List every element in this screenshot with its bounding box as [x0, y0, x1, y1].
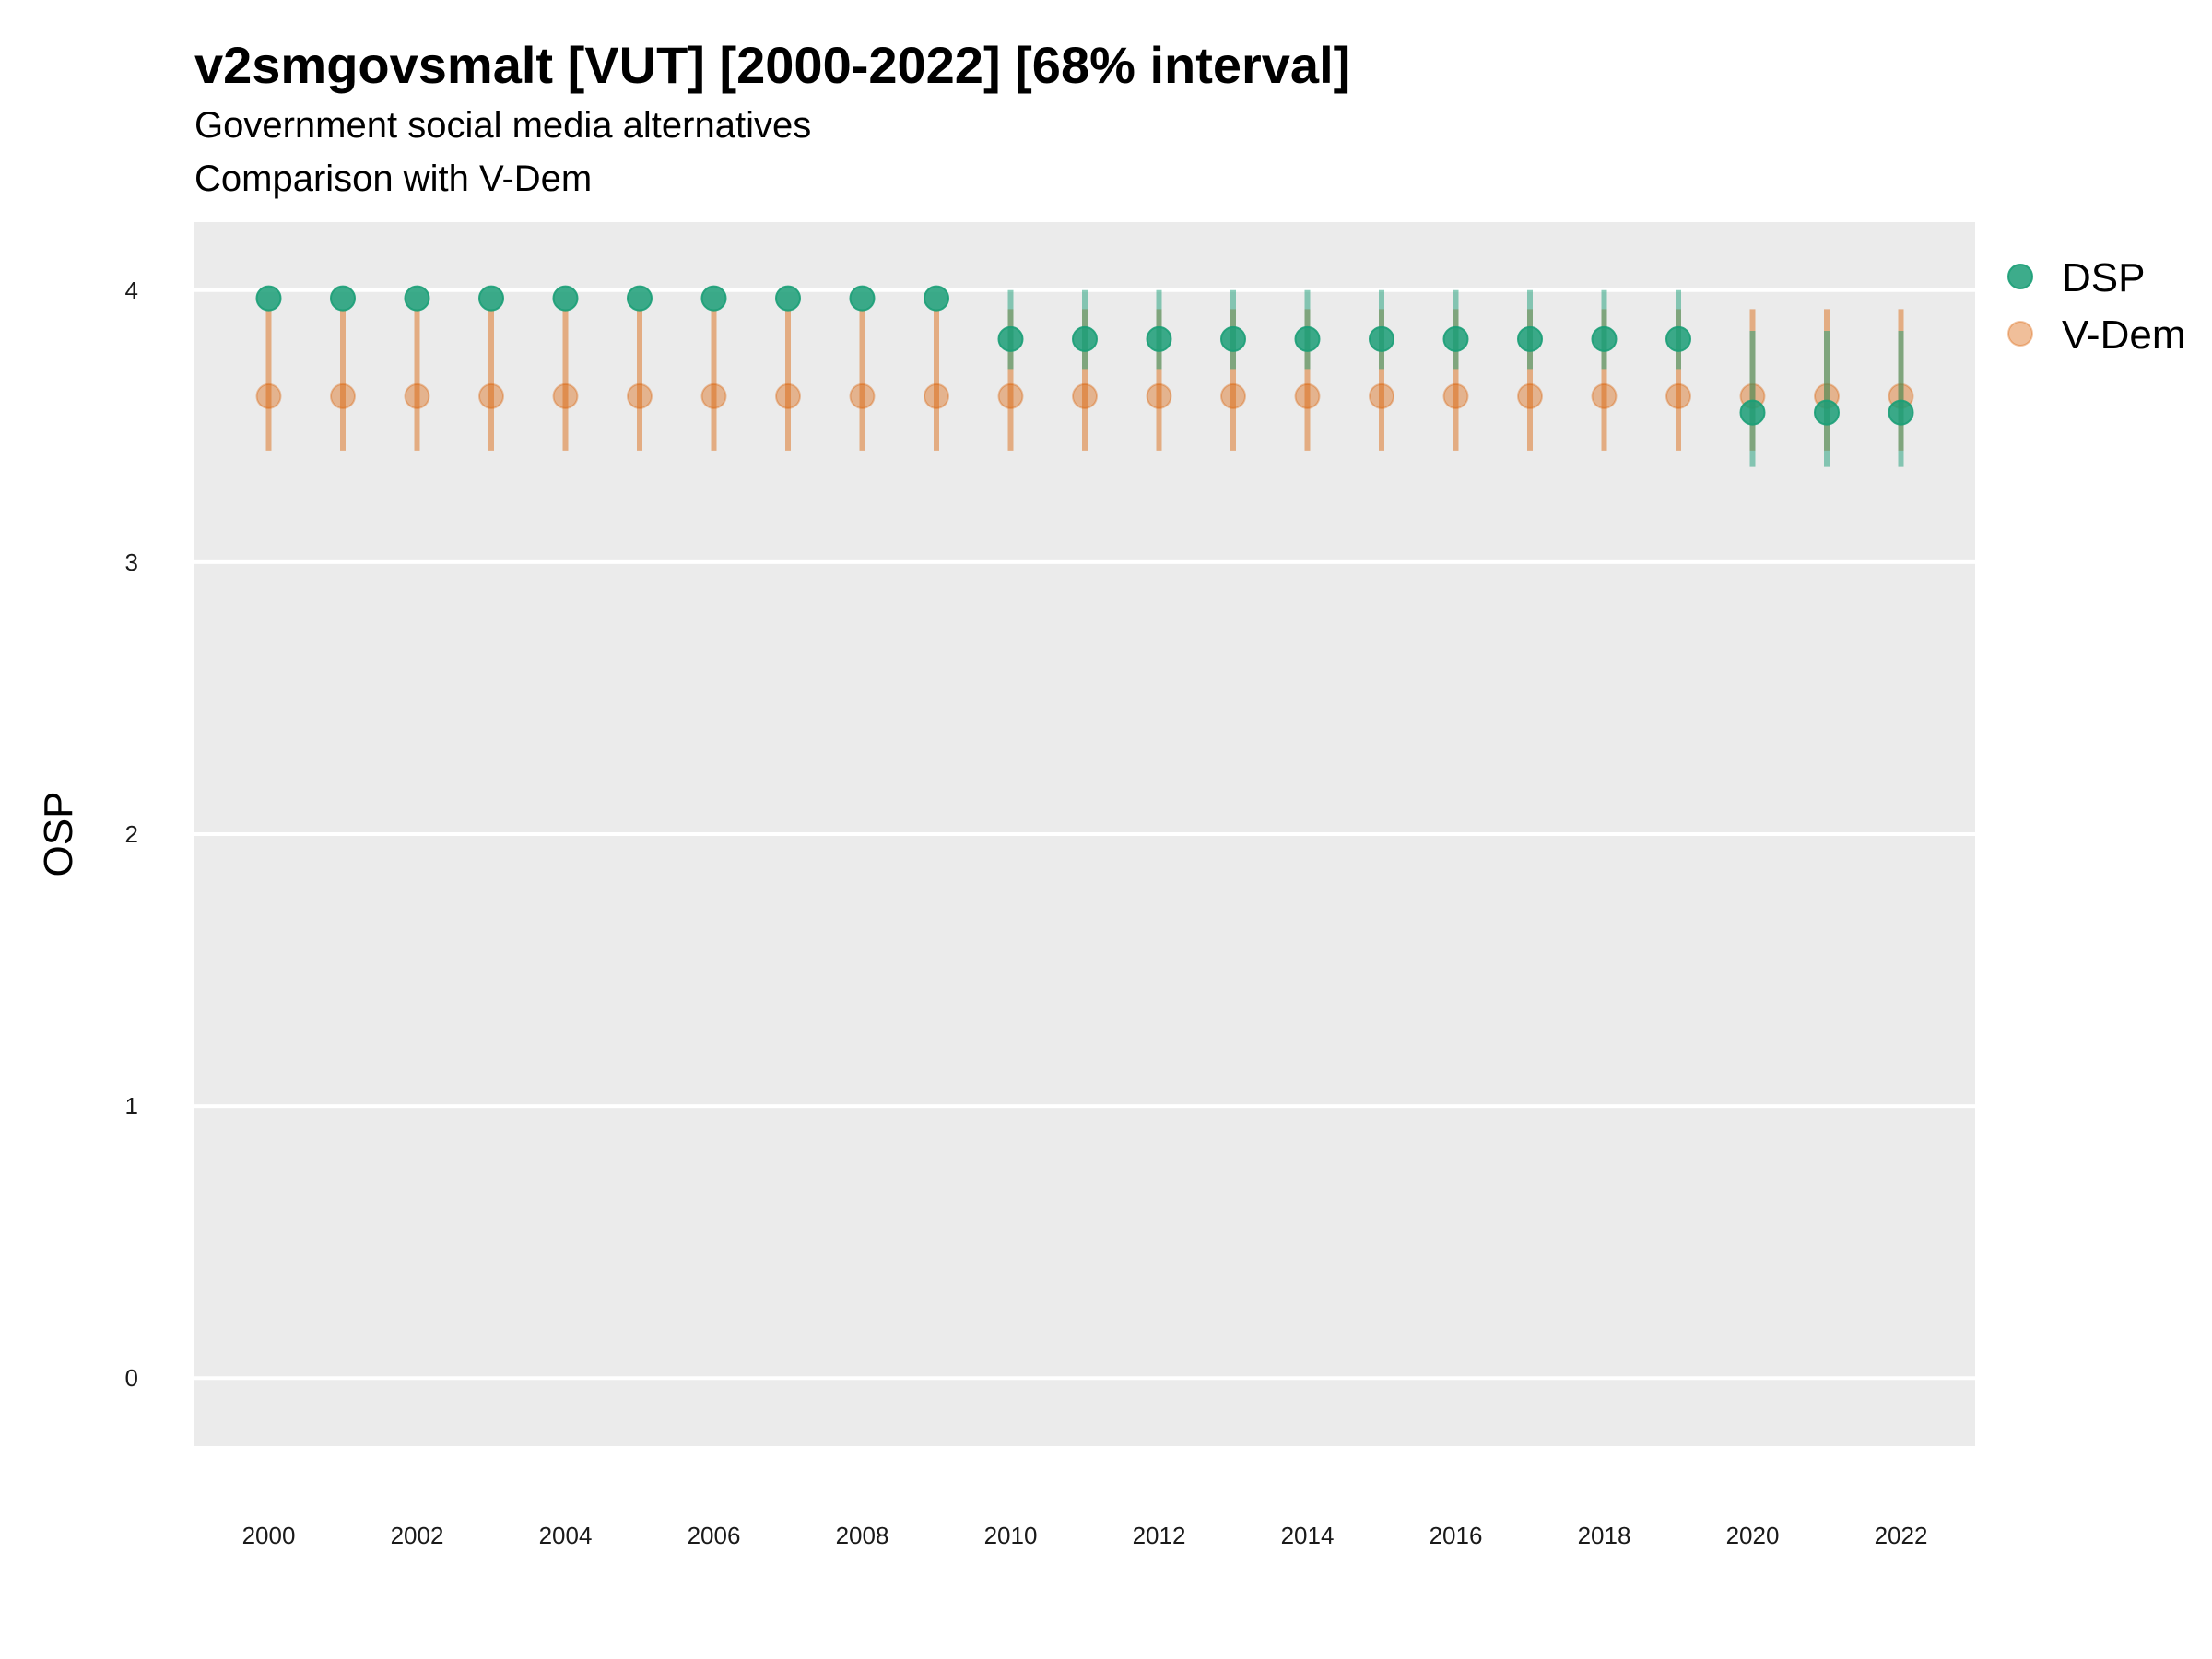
- data-point: [924, 382, 949, 409]
- x-tick-label: 2022: [1875, 1522, 1928, 1549]
- data-point: [552, 382, 579, 409]
- data-point: [849, 382, 876, 409]
- y-tick-label: 0: [125, 1364, 138, 1392]
- x-tick-label: 2008: [836, 1522, 889, 1549]
- data-point: [330, 382, 356, 409]
- x-tick-label: 2002: [391, 1522, 444, 1549]
- x-axis: 2000 2002 2004 2006 2008 2010 2012 2014 2016 2018…: [242, 1522, 1928, 1549]
- y-tick-label: 4: [125, 276, 138, 304]
- data-point: [997, 325, 1024, 352]
- data-point: [1072, 325, 1098, 352]
- data-point: [1442, 325, 1469, 352]
- data-point: [1369, 325, 1394, 352]
- x-tick-label: 2018: [1578, 1522, 1631, 1549]
- data-point: [1665, 382, 1691, 409]
- data-point: [1294, 325, 1321, 352]
- y-tick-label: 3: [125, 548, 138, 576]
- data-point: [1146, 382, 1172, 409]
- x-tick-label: 2010: [984, 1522, 1038, 1549]
- data-point: [478, 285, 504, 312]
- data-point: [255, 382, 282, 409]
- chart-caption: Comparison with V-Dem: [194, 159, 593, 199]
- data-point: [1739, 399, 1766, 426]
- data-point: [1072, 382, 1098, 409]
- x-tick-label: 2006: [688, 1522, 741, 1549]
- data-point: [700, 285, 727, 312]
- data-point: [775, 285, 801, 312]
- legend-label: V-Dem: [2062, 312, 2185, 358]
- data-point: [1220, 325, 1246, 352]
- data-point: [1146, 325, 1172, 352]
- data-point: [478, 382, 504, 409]
- data-point: [1517, 325, 1543, 352]
- data-point: [627, 382, 653, 409]
- y-axis: 0 1 2 3 4: [125, 276, 138, 1392]
- chart-subtitle: Government social media alternatives: [194, 105, 812, 146]
- data-point: [255, 285, 282, 312]
- data-point: [997, 382, 1024, 409]
- x-tick-label: 2012: [1133, 1522, 1186, 1549]
- legend-key: [2007, 321, 2033, 347]
- legend: DSP V-Dem: [2007, 255, 2185, 358]
- legend-label: DSP: [2062, 255, 2145, 300]
- x-tick-label: 2000: [242, 1522, 296, 1549]
- data-point: [627, 285, 653, 312]
- y-tick-label: 1: [125, 1092, 138, 1120]
- data-point: [552, 285, 579, 312]
- data-point: [330, 285, 356, 312]
- data-point: [1294, 382, 1321, 409]
- data-point: [1888, 399, 1914, 426]
- y-tick-label: 2: [125, 820, 138, 848]
- data-point: [924, 285, 949, 312]
- data-point: [1442, 382, 1469, 409]
- data-point: [404, 285, 430, 312]
- y-axis-title: OSP: [36, 792, 81, 877]
- x-tick-label: 2004: [539, 1522, 593, 1549]
- data-point: [1220, 382, 1246, 409]
- series-dsp: [255, 285, 1914, 467]
- data-point: [849, 285, 876, 312]
- data-point: [775, 382, 801, 409]
- data-point: [700, 382, 727, 409]
- data-point: [1369, 382, 1394, 409]
- data-point: [404, 382, 430, 409]
- chart-title: v2smgovsmalt [VUT] [2000-2022] [68% inte…: [194, 36, 1351, 94]
- data-point: [1591, 382, 1618, 409]
- x-tick-label: 2014: [1281, 1522, 1335, 1549]
- legend-key: [2007, 264, 2033, 289]
- x-tick-label: 2016: [1430, 1522, 1483, 1549]
- data-point: [1814, 399, 1840, 426]
- data-point: [1665, 325, 1691, 352]
- data-point: [1591, 325, 1618, 352]
- data-series: [255, 285, 1914, 467]
- x-tick-label: 2020: [1726, 1522, 1780, 1549]
- data-point: [1517, 382, 1543, 409]
